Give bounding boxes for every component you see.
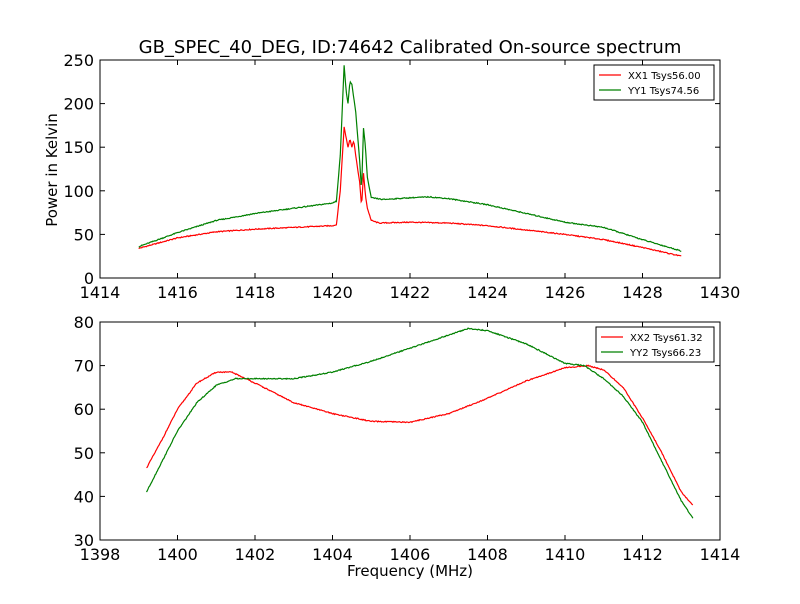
x-tick-label: 1406 xyxy=(390,545,431,564)
x-tick-label: 1408 xyxy=(467,545,508,564)
y-tick-label: 200 xyxy=(63,95,94,114)
x-axis-label: Frequency (MHz) xyxy=(347,562,473,580)
y-tick-label: 60 xyxy=(74,400,94,419)
x-tick-label: 1430 xyxy=(700,283,741,302)
legend-label: YY1 Tsys74.56 xyxy=(627,86,699,97)
x-tick-label: 1420 xyxy=(312,283,353,302)
series-line-2-1 xyxy=(146,364,694,506)
x-tick-label: 1412 xyxy=(622,545,663,564)
y-tick-label: 250 xyxy=(63,51,94,70)
series-line-1-1 xyxy=(138,126,682,257)
x-tick-label: 1418 xyxy=(235,283,276,302)
x-tick-label: 1400 xyxy=(157,545,198,564)
legend-label: XX1 Tsys56.00 xyxy=(628,71,701,82)
y-tick-label: 150 xyxy=(63,138,94,157)
x-tick-label: 1404 xyxy=(312,545,353,564)
y-tick-label: 0 xyxy=(84,269,94,288)
x-tick-label: 1428 xyxy=(622,283,663,302)
y-tick-label: 50 xyxy=(74,225,94,244)
x-tick-label: 1410 xyxy=(545,545,586,564)
x-tick-label: 1398 xyxy=(80,545,121,564)
legend-box-1 xyxy=(593,64,715,101)
y-tick-label: 80 xyxy=(74,313,94,332)
chart-title: GB_SPEC_40_DEG, ID:74642 Calibrated On-s… xyxy=(139,37,682,58)
x-tick-label: 1414 xyxy=(700,545,741,564)
x-tick-label: 1402 xyxy=(235,545,276,564)
y-tick-label: 100 xyxy=(63,182,94,201)
series-line-1-2 xyxy=(138,65,682,252)
x-tick-label: 1426 xyxy=(545,283,586,302)
x-tick-label: 1424 xyxy=(467,283,508,302)
x-tick-label: 1414 xyxy=(80,283,121,302)
legend-label: XX2 Tsys61.32 xyxy=(630,333,703,344)
x-tick-label: 1422 xyxy=(390,283,431,302)
y-tick-label: 30 xyxy=(74,531,94,550)
y-tick-label: 50 xyxy=(74,444,94,463)
y-tick-label: 70 xyxy=(74,357,94,376)
y-axis-label: Power in Kelvin xyxy=(43,113,61,227)
legend-box-2 xyxy=(595,326,715,363)
series-line-2-2 xyxy=(145,327,694,519)
x-tick-label: 1416 xyxy=(157,283,198,302)
y-tick-label: 40 xyxy=(74,487,94,506)
legend-label: YY2 Tsys66.23 xyxy=(629,348,701,359)
